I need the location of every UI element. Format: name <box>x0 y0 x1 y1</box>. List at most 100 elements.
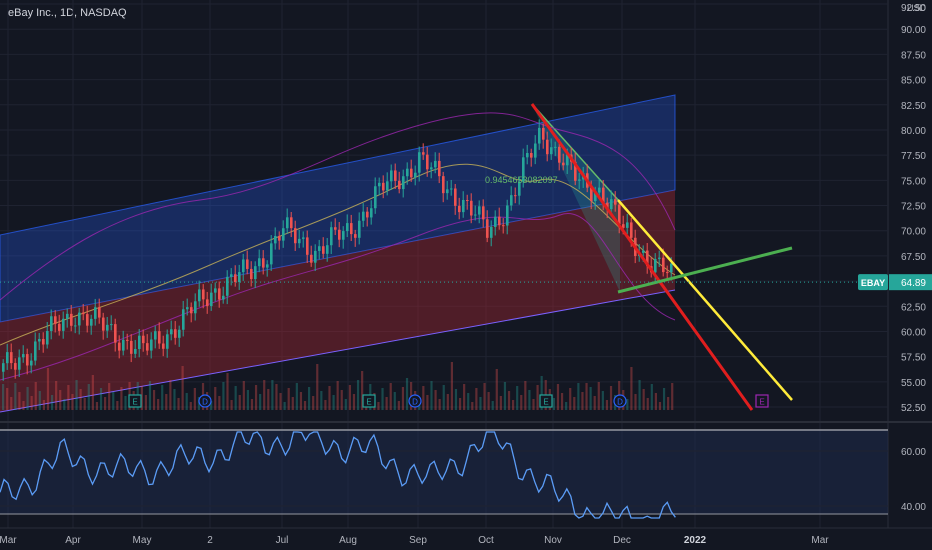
volume-bar <box>475 388 478 410</box>
time-axis-tick: Oct <box>478 535 494 546</box>
candle-body <box>46 331 49 345</box>
price-axis-tick: 82.50 <box>901 101 926 112</box>
volume-bar <box>71 394 74 410</box>
candle-body <box>210 292 213 307</box>
volume-bar <box>597 382 600 410</box>
candle-body <box>154 331 157 340</box>
volume-bar <box>356 380 360 410</box>
volume-bar <box>671 383 674 410</box>
candle-body <box>90 318 93 326</box>
candle-body <box>462 199 465 213</box>
volume-bar <box>303 401 307 410</box>
time-axis-tick: Apr <box>65 535 81 546</box>
candle-body <box>314 250 317 263</box>
volume-bar <box>259 394 262 410</box>
volume-bar <box>667 397 670 410</box>
candle-body <box>250 268 253 280</box>
candle-body <box>402 176 405 190</box>
last-price-tag <box>889 274 932 291</box>
candle-body <box>206 299 209 307</box>
event-marker-letter: E <box>132 398 137 407</box>
volume-bar <box>662 388 666 410</box>
volume-bar <box>565 402 568 410</box>
volume-bar <box>401 387 405 410</box>
event-marker-letter: E <box>759 398 764 407</box>
candle-body <box>658 257 661 259</box>
volume-bar <box>589 387 592 410</box>
candle-body <box>226 276 229 296</box>
rsi-axis-tick: 60.00 <box>901 447 926 458</box>
candle-body <box>118 342 121 351</box>
volume-bar <box>426 395 429 410</box>
time-axis-tick: Aug <box>339 535 357 546</box>
volume-bar <box>18 392 21 410</box>
candle-body <box>486 219 489 238</box>
candle-body <box>618 204 621 225</box>
volume-bar <box>283 402 286 410</box>
volume-bar <box>442 385 445 410</box>
candle-body <box>342 231 345 240</box>
chart-title: eBay Inc., 1D, NASDAQ <box>8 7 127 19</box>
volume-bar <box>524 381 527 410</box>
candle-body <box>554 146 557 148</box>
volume-bar <box>405 378 409 410</box>
volume-bar <box>299 392 303 410</box>
candle-body <box>590 187 593 202</box>
candle-body <box>214 288 217 293</box>
volume-bar <box>381 388 384 410</box>
volume-bar <box>140 386 143 410</box>
candle-body <box>370 208 373 218</box>
candle-body <box>158 331 161 344</box>
time-axis-tick: Dec <box>613 535 631 546</box>
candle-body <box>126 339 129 341</box>
volume-bar <box>463 384 466 410</box>
volume-bar <box>646 398 649 410</box>
time-axis-tick: Sep <box>409 535 427 546</box>
volume-bar <box>446 394 449 410</box>
time-axis-tick: May <box>133 535 152 546</box>
volume-bar <box>157 399 160 410</box>
candle-body <box>230 274 233 277</box>
rsi-band-fill <box>0 430 888 514</box>
candle-body <box>322 246 325 254</box>
volume-bar <box>234 386 237 410</box>
currency-label: USD <box>907 3 927 13</box>
volume-bar <box>385 397 388 410</box>
volume-bar <box>291 397 294 410</box>
candle-body <box>378 182 381 187</box>
candle-body <box>146 343 149 351</box>
volume-bar <box>246 390 249 410</box>
price-axis-tick: 72.50 <box>901 202 926 213</box>
volume-bar <box>116 401 119 410</box>
volume-bar <box>173 389 176 410</box>
candle-body <box>106 324 109 331</box>
volume-bar <box>63 399 66 410</box>
candle-body <box>302 237 305 239</box>
candle-body <box>498 216 501 226</box>
volume-bar <box>585 383 588 410</box>
candle-body <box>6 352 9 364</box>
candle-body <box>482 206 485 220</box>
volume-bar <box>654 393 657 410</box>
candle-body <box>18 357 21 370</box>
candle-body <box>10 352 13 364</box>
candle-body <box>662 257 665 273</box>
candle-body <box>222 295 225 300</box>
earnings-marker <box>539 394 553 408</box>
candle-body <box>166 334 169 349</box>
volume-bar <box>79 389 82 410</box>
volume-bar <box>434 390 437 410</box>
candle-body <box>310 254 313 263</box>
earnings-marker <box>128 394 142 408</box>
volume-bar <box>397 401 400 410</box>
candle-body <box>194 301 197 314</box>
candle-body <box>438 160 441 177</box>
volume-bar <box>181 366 184 410</box>
candle-body <box>386 181 389 191</box>
volume-bar <box>279 393 282 410</box>
volume-bar <box>467 393 470 410</box>
volume-bar <box>189 402 192 410</box>
volume-bar <box>336 381 339 410</box>
volume-bar <box>532 399 535 410</box>
